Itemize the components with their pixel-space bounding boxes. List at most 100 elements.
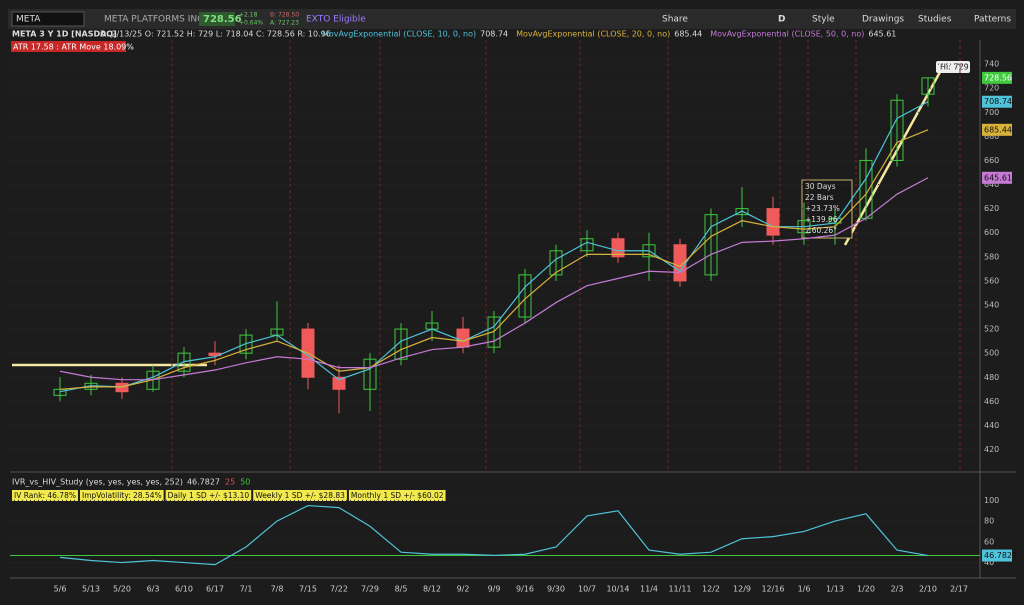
aggregation[interactable]: D xyxy=(778,15,785,25)
ema-legend-name: MovAvgExponential (CLOSE, 20, 0, no) xyxy=(516,30,670,39)
ema-legend-name: MovAvgExponential (CLOSE, 50, 0, no) xyxy=(710,30,864,39)
last-box xyxy=(199,12,235,26)
y-tick-label: 540 xyxy=(984,300,999,309)
change-pct: +0.64% xyxy=(239,20,263,27)
x-tick-label: 6/10 xyxy=(175,585,193,594)
x-tick-label: 12/16 xyxy=(761,585,784,594)
candle-body xyxy=(518,274,532,318)
study-title: IVR_vs_HIV_Study (yes, yes, yes, yes, 25… xyxy=(12,478,183,487)
y-tick-label: 580 xyxy=(984,252,999,261)
x-tick-label: 8/12 xyxy=(423,585,441,594)
candle-body xyxy=(766,208,780,236)
x-tick-label: 7/15 xyxy=(299,585,317,594)
atr-box xyxy=(11,41,126,52)
toolbar-button[interactable]: Share xyxy=(662,15,688,25)
drawn-trendline[interactable] xyxy=(843,71,942,246)
x-tick-label: 11/11 xyxy=(668,585,691,594)
x-tick-label: 9/16 xyxy=(516,585,534,594)
y-tick-label: 520 xyxy=(984,325,999,334)
x-tick-label: 7/8 xyxy=(271,585,284,594)
price-tag xyxy=(982,71,1012,84)
y-tick-label: 100 xyxy=(984,496,999,505)
y-tick-label: 500 xyxy=(984,349,999,358)
y-tick-label: 660 xyxy=(984,156,999,165)
annotation-line: +23.73% xyxy=(805,204,840,213)
stat-box xyxy=(165,490,252,501)
x-tick-label: 5/13 xyxy=(82,585,100,594)
x-tick-label: 5/20 xyxy=(113,585,131,594)
x-tick-label: 6/3 xyxy=(147,585,160,594)
x-tick-label: 8/5 xyxy=(395,585,408,594)
last-price: 728.56 xyxy=(203,14,242,25)
symbol[interactable]: META xyxy=(16,15,41,25)
x-tick-label: 9/30 xyxy=(547,585,565,594)
x-tick-label: 9/2 xyxy=(457,585,470,594)
ema-legend-value: 685.44 xyxy=(674,30,702,39)
price-tag-label: 728.56 xyxy=(984,73,1012,82)
annotation-line: ∠60.26° xyxy=(805,226,837,235)
candle-body xyxy=(146,370,160,390)
high-box xyxy=(936,61,970,73)
y-tick-label: 700 xyxy=(984,108,999,117)
y-tick-label: 620 xyxy=(984,204,999,213)
ema-legend-value: 708.74 xyxy=(480,30,508,39)
y-tick-label: 640 xyxy=(984,180,999,189)
stat-box xyxy=(12,490,78,501)
y-tick-label: 80 xyxy=(984,517,994,526)
y-tick-label: 460 xyxy=(984,397,999,406)
x-tick-label: 6/17 xyxy=(206,585,224,594)
x-tick-label: 2/17 xyxy=(950,585,968,594)
y-tick-label: 420 xyxy=(984,445,999,454)
symbol-line: META 3 Y 1D [NASDAQ] xyxy=(12,30,117,39)
candle-body xyxy=(394,328,408,360)
study-stats: IV Rank: 46.78% ImpVolatility: 28.54% Dail… xyxy=(12,490,446,501)
study-value: 46.7827 xyxy=(187,478,220,487)
candle-body xyxy=(611,238,625,258)
y-tick-label: 560 xyxy=(984,276,999,285)
candle-body xyxy=(332,376,346,390)
y-tick-label: 480 xyxy=(984,373,999,382)
x-tick-label: 1/6 xyxy=(798,585,811,594)
ema-legend-name: MovAvgExponential (CLOSE, 10, 0, no) xyxy=(322,30,476,39)
price-tag xyxy=(982,95,1012,108)
x-tick-label: 11/4 xyxy=(640,585,658,594)
y-tick-label: 40 xyxy=(984,558,994,567)
stat-text: Weekly 1 SD +/- $28.83 xyxy=(255,491,345,500)
toolbar-button[interactable]: Drawings xyxy=(862,15,904,25)
x-tick-label: 1/20 xyxy=(857,585,875,594)
stat-box xyxy=(79,490,164,501)
y-tick-label: 680 xyxy=(984,132,999,141)
stat-box xyxy=(253,490,347,501)
price-tag-label: 708.74 xyxy=(984,97,1012,106)
annotation-line: +139.96 xyxy=(805,215,838,224)
ohlc: D: 2/13/25 O: 721.52 H: 729 L: 718.04 C:… xyxy=(100,30,331,39)
symbol-box[interactable] xyxy=(11,11,85,27)
candle-body xyxy=(735,208,749,216)
ema-line xyxy=(59,177,929,381)
company: META PLATFORMS INC A xyxy=(104,15,213,25)
x-tick-label: 12/2 xyxy=(702,585,720,594)
study-level: 25 xyxy=(225,478,235,487)
x-tick-label: 10/14 xyxy=(606,585,629,594)
bid: B: 728.50 xyxy=(270,12,299,19)
candle-body xyxy=(704,214,718,276)
toolbar-button[interactable]: Studies xyxy=(918,15,952,25)
x-tick-label: 9/9 xyxy=(488,585,501,594)
stat-text: Daily 1 SD +/- $13.10 xyxy=(168,491,250,500)
y-tick-label: 720 xyxy=(984,84,999,93)
x-tick-label: 7/1 xyxy=(240,585,253,594)
x-tick-label: 2/3 xyxy=(891,585,904,594)
stat-box xyxy=(348,490,446,501)
y-tick-label: 740 xyxy=(984,60,999,69)
x-tick-label: 1/13 xyxy=(826,585,844,594)
toolbar-button[interactable]: Patterns xyxy=(974,15,1011,25)
toolbar-button[interactable]: Style xyxy=(812,15,835,25)
candle-body xyxy=(921,77,935,95)
x-tick-label: 7/29 xyxy=(361,585,379,594)
candle-body xyxy=(456,328,470,348)
stat-text: Monthly 1 SD +/- $60.02 xyxy=(351,491,444,500)
price-tag-label: 645.61 xyxy=(984,173,1012,182)
